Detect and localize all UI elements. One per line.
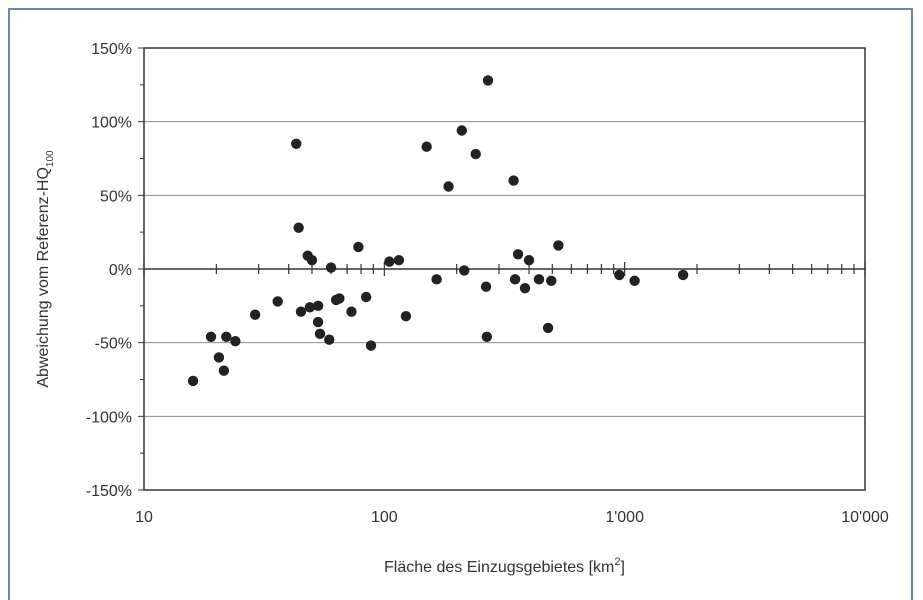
x-tick-label: 100 [371,509,398,526]
y-axis-label-main: Abweichung vom Referenz-HQ [35,167,52,388]
y-tick-labels: 150% 100% 50% 0% -50% -100% -150% [86,41,132,500]
axes [143,47,866,491]
data-point [677,269,689,281]
y-tick-label: -50% [95,336,132,353]
y-axis-label: Abweichung vom Referenz-HQ100 [35,150,56,388]
data-point [542,322,554,334]
y-tick-label: -150% [86,483,132,500]
data-point [360,291,372,303]
data-point [293,222,304,233]
data-point [346,306,357,317]
data-point [470,148,481,160]
data-point [272,296,283,307]
data-point [512,249,524,260]
data-point [553,240,564,251]
x-axis-label-main: Fläche des Einzugsgebietes [km [384,559,614,576]
scatter-chart: 150%100%50%0%-50%-100%-150% 10 100 1'000 10… [35,41,889,576]
data-point [312,300,324,312]
data-point [393,254,405,266]
x-tick-label: 10'000 [841,509,889,526]
data-point [508,175,519,186]
tick-marks [138,47,866,491]
x-tick-label: 10 [135,509,153,526]
data-point [523,254,535,266]
data-point [218,365,230,376]
y-tick-label: 150% [91,41,132,58]
data-point [443,181,454,192]
data-point [421,141,432,152]
data-point [614,269,625,281]
data-point [295,306,307,317]
data-point [334,293,345,304]
x-axis-label-sup: 2 [614,556,620,568]
y-tick-label: 0% [109,262,132,279]
data-point [509,274,521,285]
y-axis-label-sub: 100 [45,150,56,167]
data-point [353,241,364,253]
data-point [187,375,199,387]
data-point [459,265,470,276]
data-point [456,125,467,136]
data-point [205,331,217,342]
data-point [325,262,337,273]
x-axis-label-tail: ] [621,559,625,576]
data-point [384,256,395,267]
data-point [304,302,316,313]
data-point [291,138,302,149]
data-points [187,75,689,387]
data-point [533,274,545,285]
data-point [481,331,493,342]
data-point [221,331,232,342]
data-point [519,282,531,294]
y-tick-label: 100% [91,115,132,132]
y-tick-label: -100% [86,409,132,426]
data-point [312,316,324,328]
data-point [365,340,377,351]
x-tick-label: 1'000 [605,509,644,526]
data-point [482,75,494,86]
x-axis-label: Fläche des Einzugsgebietes [km2] [384,556,625,576]
data-point [324,334,335,345]
y-tick-label: 50% [100,188,132,205]
data-point [230,335,241,347]
x-tick-labels: 10 100 1'000 10'000 [135,509,889,526]
data-point [480,281,492,292]
data-point [431,274,442,285]
data-point [314,328,326,340]
chart-frame: 150% 100% 50% 0% -50% -100% -150% 10 100 1'000 10… [8,8,913,600]
data-point [546,275,557,286]
data-point [629,275,640,286]
data-point [249,309,261,320]
data-point [213,352,225,363]
data-point [306,254,318,266]
data-point [400,310,412,322]
